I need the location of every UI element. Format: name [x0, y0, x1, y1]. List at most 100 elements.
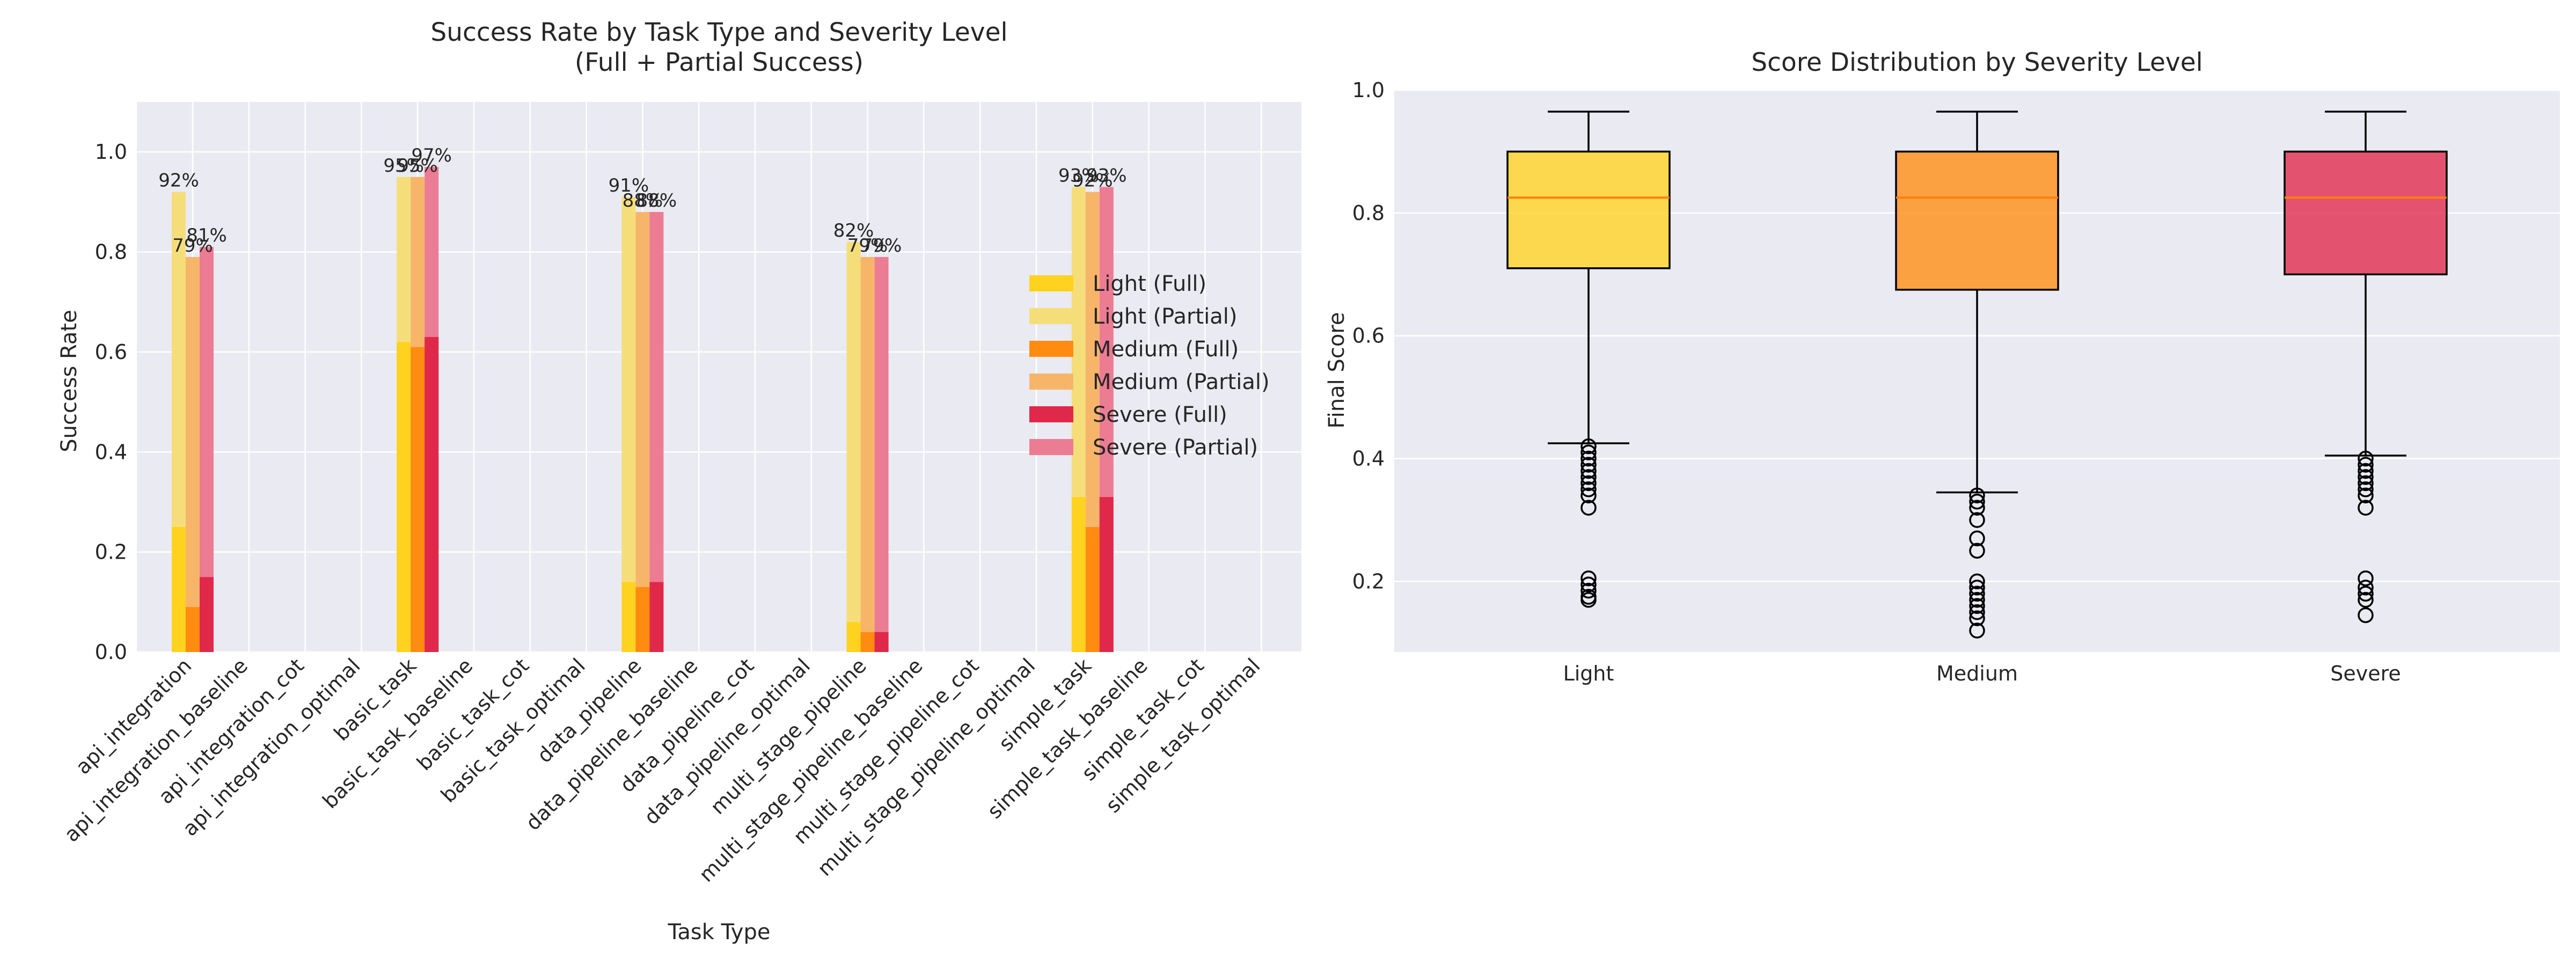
bar-partial-success	[635, 212, 650, 652]
left-y-tick-label: 0.0	[95, 640, 127, 664]
legend-swatch	[1029, 341, 1073, 357]
score-distribution-chart: 0.2 0.4 0.6 0.8 1.0 Light Medium Severe Score …	[1324, 48, 2560, 685]
box-outlier	[1580, 444, 1597, 460]
bar-partial-success	[846, 241, 861, 653]
left-y-tick-label: 0.6	[95, 340, 127, 364]
box-outlier	[1580, 450, 1597, 467]
box-outlier	[2358, 500, 2374, 516]
right-x-tick-label: Medium	[1936, 662, 2018, 685]
bar-partial-success	[186, 257, 200, 652]
left-x-ticks: api_integrationapi_integration_baselinea…	[60, 654, 1265, 887]
left-y-tick-label: 0.2	[95, 540, 127, 564]
legend-label: Medium (Partial)	[1093, 370, 1270, 394]
box-iqr	[1895, 150, 2059, 291]
bar-partial-success	[621, 197, 636, 653]
box-outlier	[1969, 573, 1985, 590]
right-x-tick-label: Light	[1563, 662, 1614, 685]
bar-data-label: 95%	[383, 155, 424, 177]
bar-data-label: 88%	[636, 190, 677, 211]
box-outlier	[1969, 598, 1985, 614]
box-outlier	[1580, 487, 1597, 503]
bar-full-success	[649, 582, 664, 652]
bar-data-label: 92%	[1072, 170, 1113, 192]
box-iqr	[2284, 150, 2448, 276]
box-outlier	[1969, 530, 1985, 547]
right-chart-title: Score Distribution by Severity Level	[1751, 48, 2202, 77]
bar-data-label: 93%	[1058, 165, 1099, 186]
bar-data-label: 79%	[861, 235, 902, 257]
legend-label: Medium (Full)	[1093, 337, 1239, 362]
box-outlier	[1969, 586, 1985, 602]
box-outlier	[1969, 591, 1985, 608]
bar-data-label: 79%	[847, 235, 888, 257]
bar-full-success	[1085, 527, 1100, 652]
left-chart-subtitle: (Full + Partial Success)	[575, 48, 863, 77]
right-y-tick-label: 0.6	[1352, 324, 1385, 348]
right-x-tick-label: Severe	[2330, 662, 2401, 685]
box-outlier	[1969, 487, 1985, 503]
bar-partial-success	[860, 257, 875, 652]
success-rate-chart: 92%79%81%95%95%97%91%88%88%82%79%79%93%9…	[57, 18, 1301, 945]
bar-full-success	[860, 632, 875, 652]
bar-partial-success	[874, 257, 889, 652]
box-outlier	[1969, 623, 1985, 639]
left-gridlines	[137, 102, 1301, 653]
box-outlier	[1969, 512, 1985, 528]
left-y-axis-label: Success Rate	[57, 310, 82, 452]
box-outlier	[2358, 463, 2374, 479]
box-outlier	[1969, 604, 1985, 620]
right-y-tick-label: 0.8	[1352, 201, 1385, 225]
box-outlier	[1580, 500, 1597, 516]
bar-full-success	[1071, 497, 1086, 652]
box-outlier	[1580, 463, 1597, 479]
bar-full-success	[621, 582, 636, 652]
bar-data-label: 79%	[172, 235, 213, 257]
box-outlier	[2358, 570, 2374, 587]
left-y-tick-label: 0.4	[95, 440, 127, 464]
box-outlier	[2358, 450, 2374, 467]
left-y-tick-label: 0.8	[95, 240, 127, 264]
left-bars	[172, 167, 1114, 653]
right-y-ticks: 0.2 0.4 0.6 0.8 1.0	[1352, 78, 1385, 593]
legend-swatch	[1029, 308, 1073, 324]
box-outlier	[2358, 475, 2374, 492]
box-outlier	[2358, 580, 2374, 596]
box-outlier	[1580, 475, 1597, 492]
bar-data-label: 97%	[411, 145, 452, 166]
bar-full-success	[846, 622, 861, 652]
box-outlier	[1580, 469, 1597, 485]
box-outlier	[2358, 457, 2374, 473]
legend-swatch	[1029, 374, 1073, 390]
box-outlier	[1580, 570, 1597, 587]
left-y-tick-label: 1.0	[95, 140, 127, 164]
box-outlier	[1969, 580, 1985, 596]
bar-data-label: 95%	[397, 155, 438, 177]
legend-swatch	[1029, 275, 1073, 291]
right-y-axis-label: Final Score	[1324, 312, 1349, 429]
box-outlier	[2358, 481, 2374, 497]
right-boxes	[1506, 111, 2448, 639]
box-outlier	[1969, 610, 1985, 626]
box-outlier	[1580, 481, 1597, 497]
legend: Light (Full) Light (Partial) Medium (Full)…	[1029, 272, 1270, 460]
bar-full-success	[635, 587, 650, 652]
box-outlier	[1580, 576, 1597, 592]
box-outlier	[1969, 493, 1985, 510]
bar-data-label: 88%	[623, 190, 663, 211]
left-x-axis-label: Task Type	[668, 920, 771, 945]
left-y-ticks: 0.0 0.2 0.4 0.6 0.8 1.0	[95, 140, 127, 664]
bar-full-success	[397, 342, 411, 652]
right-y-tick-label: 0.4	[1352, 447, 1385, 471]
bar-data-label: 93%	[1086, 165, 1127, 186]
legend-swatch	[1029, 439, 1073, 455]
legend-label: Light (Partial)	[1093, 304, 1237, 329]
bar-partial-success	[649, 212, 664, 652]
box-iqr	[1506, 150, 1671, 269]
bar-full-success	[172, 527, 186, 652]
bar-full-success	[1099, 497, 1114, 652]
box-outlier	[1580, 582, 1597, 599]
right-y-tick-label: 0.2	[1352, 569, 1385, 593]
bar-data-label: 81%	[186, 225, 227, 246]
bar-full-success	[874, 632, 889, 652]
